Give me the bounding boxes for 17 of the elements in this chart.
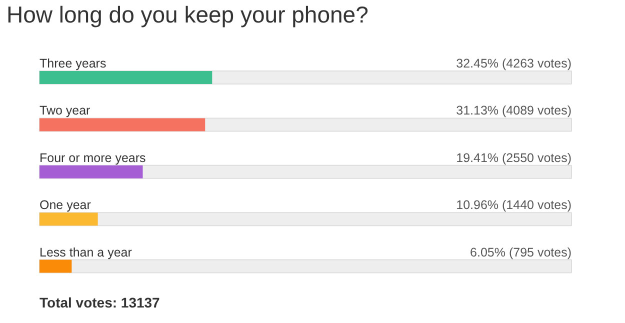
data-label: 6.05% (795 votes): [470, 245, 572, 260]
bar: [40, 260, 72, 273]
y-tick-label: Less than a year: [40, 245, 132, 260]
data-label: 10.96% (1440 votes): [456, 198, 572, 212]
text: Total votes: 13137: [40, 294, 160, 310]
chart-title: How long do you keep your phone?: [6, 2, 368, 28]
y-tick-label: Two year: [40, 104, 90, 118]
y-tick-label: Four or more years: [40, 150, 146, 165]
bar: [40, 212, 98, 226]
data-label: 32.45% (4263 votes): [456, 56, 572, 70]
bar: [40, 118, 206, 132]
y-tick-label: One year: [40, 198, 91, 212]
bar: [40, 165, 143, 178]
bar: [40, 71, 212, 84]
y-tick-label: Three years: [40, 56, 106, 70]
data-label: 19.41% (2550 votes): [456, 150, 572, 165]
data-label: 31.13% (4089 votes): [456, 104, 572, 118]
